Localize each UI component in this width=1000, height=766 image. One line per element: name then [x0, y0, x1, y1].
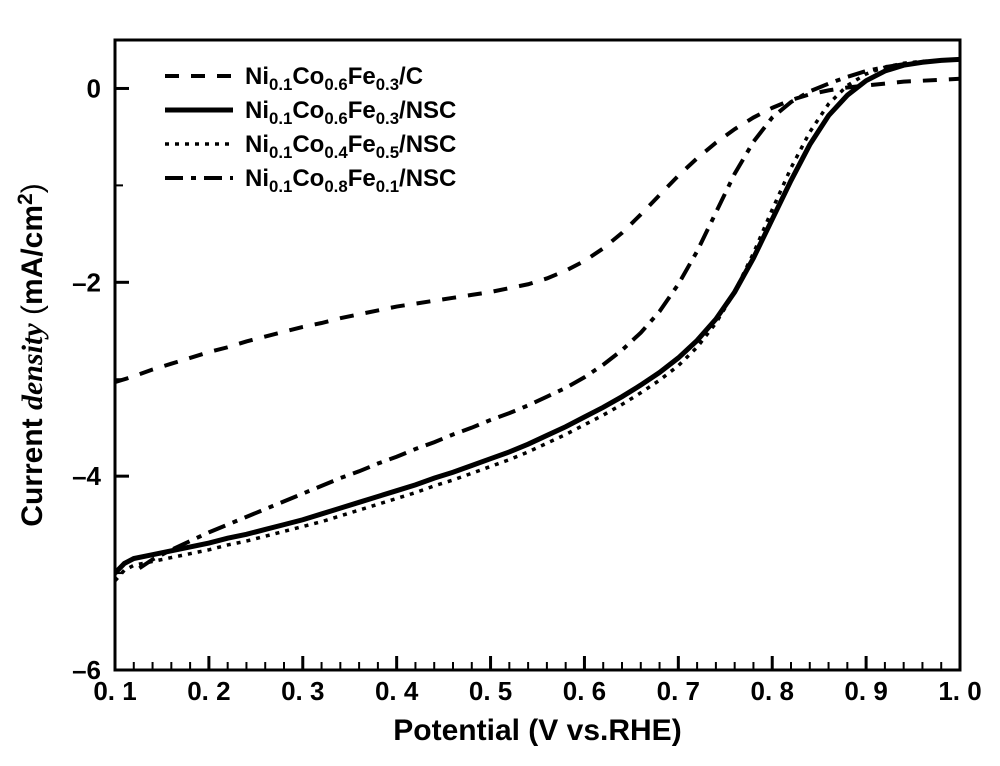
x-tick-label: 0. 9 — [844, 676, 887, 706]
x-tick-label: 0. 5 — [469, 676, 512, 706]
x-tick-label: 1. 0 — [938, 676, 981, 706]
x-tick-label: 0. 6 — [563, 676, 606, 706]
y-tick-label: –6 — [72, 655, 101, 685]
line-chart: 0. 10. 20. 30. 40. 50. 60. 70. 80. 91. 0… — [0, 0, 1000, 766]
y-tick-label: 0 — [87, 73, 101, 103]
x-tick-label: 0. 3 — [281, 676, 324, 706]
x-axis-label: Potential (V vs.RHE) — [393, 714, 681, 747]
y-tick-label: –4 — [72, 461, 101, 491]
y-tick-label: –2 — [72, 267, 101, 297]
y-axis-label: Current density (mA/cm2) — [14, 183, 49, 526]
x-tick-label: 0. 4 — [375, 676, 419, 706]
x-tick-label: 0. 8 — [751, 676, 794, 706]
x-tick-label: 0. 2 — [187, 676, 230, 706]
x-tick-label: 0. 7 — [657, 676, 700, 706]
chart-container: 0. 10. 20. 30. 40. 50. 60. 70. 80. 91. 0… — [0, 0, 1000, 766]
